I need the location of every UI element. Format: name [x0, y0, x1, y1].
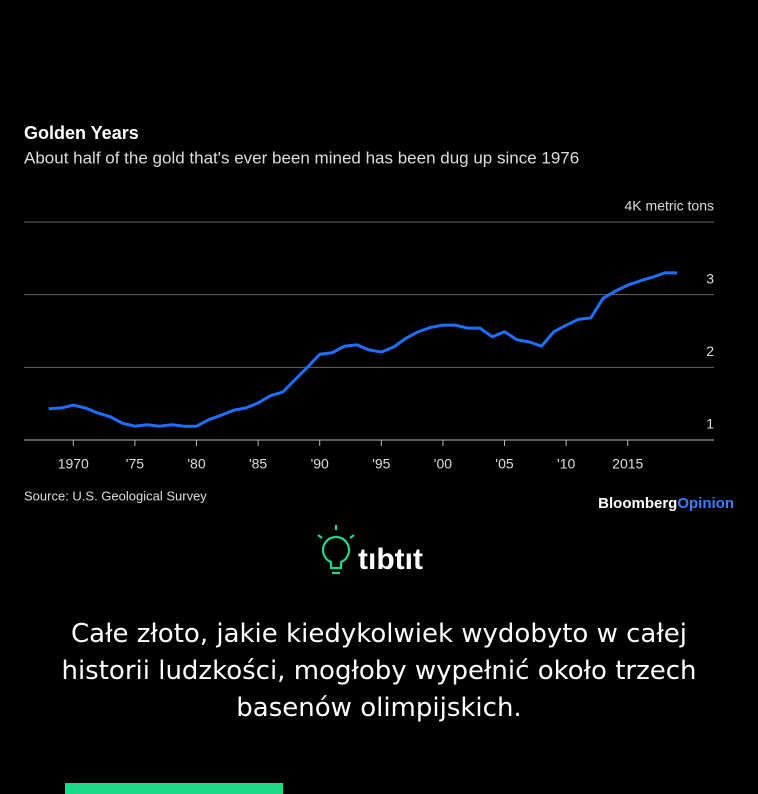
chart-subtitle: About half of the gold that's ever been … [24, 148, 579, 167]
x-tick-label: '85 [249, 456, 267, 472]
credit-name: Bloomberg [598, 495, 677, 512]
chart-title: Golden Years [24, 123, 139, 143]
accent-bar [65, 783, 283, 794]
credit-suffix: Opinion [677, 495, 734, 512]
y-tick-label: 1 [706, 416, 714, 432]
x-tick-label: '75 [126, 456, 144, 472]
y-tick-label: 4K metric tons [625, 198, 714, 214]
y-tick-label: 3 [706, 270, 714, 286]
caption: Całe złoto, jakie kiedykolwiek wydobyto … [61, 619, 697, 723]
x-tick-label: '00 [434, 456, 452, 472]
x-tick-label: '95 [372, 456, 390, 472]
logo-icon [317, 525, 355, 575]
x-tick-label: '05 [495, 456, 513, 472]
source: Source: U.S. Geological Survey [24, 488, 207, 503]
x-tick-label: '80 [187, 456, 205, 472]
x-tick-label: 1970 [58, 456, 89, 472]
y-tick-label: 2 [706, 343, 714, 359]
x-tick-label: '90 [311, 456, 329, 472]
x-tick-label: '10 [557, 456, 575, 472]
chart: Golden Years About half of the gold that… [24, 123, 734, 576]
data-line [48, 271, 678, 428]
brand: tıbtıt [358, 543, 423, 576]
x-tick-label: 2015 [612, 456, 643, 472]
credit: BloombergOpinion [598, 495, 734, 512]
